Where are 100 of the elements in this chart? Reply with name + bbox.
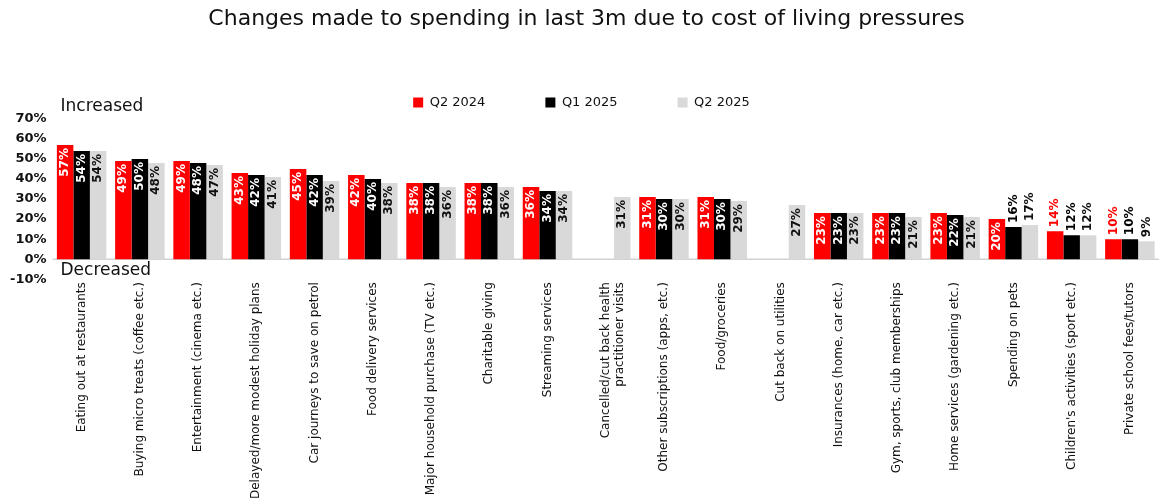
y-tick-label: 10%	[15, 230, 47, 246]
data-label: 21%	[905, 220, 920, 249]
legend-label: Q1 2025	[561, 93, 618, 109]
data-label: 23%	[930, 216, 945, 245]
x-tick-label: Home services (gardening etc.)	[947, 282, 962, 472]
data-label: 23%	[814, 216, 829, 245]
bar	[1079, 235, 1097, 260]
x-tick-label: Major household purchase (TV etc.)	[423, 282, 438, 496]
x-tick-label: Cancelled/cut back health practitioner visits	[597, 282, 627, 439]
data-label: 57%	[57, 148, 72, 177]
bar	[248, 175, 265, 260]
data-label: 36%	[523, 190, 538, 219]
bar	[1046, 231, 1064, 260]
legend-label: Q2 2024	[429, 93, 486, 109]
bar	[1005, 227, 1022, 260]
bar	[206, 165, 223, 260]
y-tick-label: 60%	[15, 130, 47, 146]
x-tick-label: Streaming services	[539, 282, 554, 398]
data-label: 38%	[381, 186, 396, 215]
data-label: 42%	[248, 178, 263, 207]
chart-title: Changes made to spending in last 3m due to cost of living pressures	[207, 4, 966, 32]
data-label: 23%	[830, 216, 845, 245]
data-label: 48%	[190, 166, 205, 195]
bar	[1021, 225, 1039, 260]
data-label: 10%	[1122, 206, 1137, 236]
y-tick-label: 50%	[15, 150, 47, 166]
data-label: 17%	[1022, 192, 1037, 222]
x-tick-label: Car journeys to save on petrol	[306, 282, 321, 464]
data-label: 23%	[847, 216, 862, 245]
data-label: 42%	[306, 178, 321, 207]
data-label: 49%	[115, 164, 130, 193]
bar	[173, 161, 190, 260]
data-label: 20%	[989, 222, 1004, 251]
x-tick-label: Buying micro treats (coffee etc.)	[131, 282, 146, 477]
data-label: 38%	[406, 186, 421, 215]
data-label: 41%	[264, 180, 279, 209]
data-label: 21%	[963, 220, 978, 249]
y-tick-label: -10%	[10, 270, 47, 286]
y-tick-label: 20%	[15, 210, 47, 226]
data-label: 38%	[464, 186, 479, 215]
y-tick-label: 40%	[15, 170, 47, 186]
data-label: 36%	[439, 190, 454, 219]
text: Increased	[60, 95, 144, 116]
bar	[115, 161, 132, 260]
bar	[148, 163, 165, 260]
x-tick-label: Charitable giving	[481, 282, 496, 385]
data-label: 45%	[290, 172, 305, 201]
bar	[1138, 241, 1155, 260]
data-label: 40%	[364, 182, 379, 211]
x-tick-label: Gym, sports, club memberships	[889, 282, 904, 474]
data-label: 23%	[889, 216, 904, 245]
data-label: 22%	[947, 218, 962, 247]
data-label: 10%	[1105, 206, 1120, 236]
data-label: 38%	[481, 186, 496, 215]
x-tick-label: Delayed/more modest holiday plans	[248, 282, 263, 500]
data-label: 12%	[1080, 202, 1095, 232]
data-label: 23%	[872, 216, 887, 245]
bar	[1105, 239, 1122, 260]
x-tick-label: Private school fees/tutors	[1122, 282, 1137, 435]
data-label: 16%	[1005, 194, 1020, 224]
x-tick-label: Cut back on utilities	[772, 282, 787, 402]
data-label: 31%	[639, 200, 654, 229]
data-label: 48%	[148, 166, 163, 195]
x-tick-label: Other subscriptions (apps, etc.)	[656, 282, 671, 472]
data-label: 9%	[1138, 216, 1153, 238]
data-label: 49%	[173, 164, 188, 193]
x-tick-label: Food delivery services	[364, 282, 379, 417]
data-label: 30%	[672, 202, 687, 231]
annotation: Decreased	[60, 258, 152, 279]
bar	[1063, 235, 1080, 260]
data-label: 54%	[90, 154, 105, 183]
data-label: 42%	[348, 178, 363, 207]
legend-label: Q2 2025	[694, 93, 750, 109]
data-label: 12%	[1063, 202, 1078, 232]
data-label: 50%	[131, 162, 146, 191]
data-label: 38%	[423, 186, 438, 215]
x-tick-label: Insurances (home, car etc.)	[830, 282, 845, 448]
x-tick-label: Food/groceries	[714, 282, 729, 371]
data-label: 36%	[497, 190, 512, 219]
bar	[348, 175, 365, 260]
data-label: 34%	[556, 194, 571, 223]
y-tick-label: 70%	[15, 110, 47, 126]
data-label: 31%	[614, 200, 629, 229]
data-label: 54%	[73, 154, 88, 183]
bar	[306, 175, 323, 260]
data-label: 31%	[697, 200, 712, 229]
x-tick-label: Children's activities (sport etc.)	[1063, 282, 1078, 470]
bar	[1121, 239, 1139, 260]
x-tick-label: Eating out at restaurants	[73, 282, 88, 433]
data-label: 34%	[539, 194, 554, 223]
y-tick-label: 30%	[15, 190, 47, 206]
x-tick-label: Entertainment (cinema etc.)	[190, 282, 205, 453]
bar	[73, 151, 90, 260]
data-label: 27%	[789, 208, 804, 237]
x-tick-label: Spending on pets	[1005, 282, 1020, 388]
data-label: 30%	[714, 202, 729, 231]
data-label: 47%	[206, 168, 221, 197]
data-label: 39%	[323, 184, 338, 213]
data-label: 30%	[656, 202, 671, 231]
data-label: 14%	[1047, 198, 1062, 228]
